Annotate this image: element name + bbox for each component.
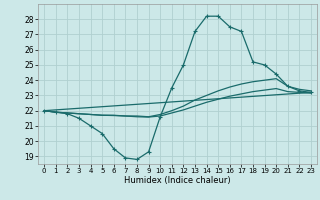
X-axis label: Humidex (Indice chaleur): Humidex (Indice chaleur) (124, 176, 231, 185)
